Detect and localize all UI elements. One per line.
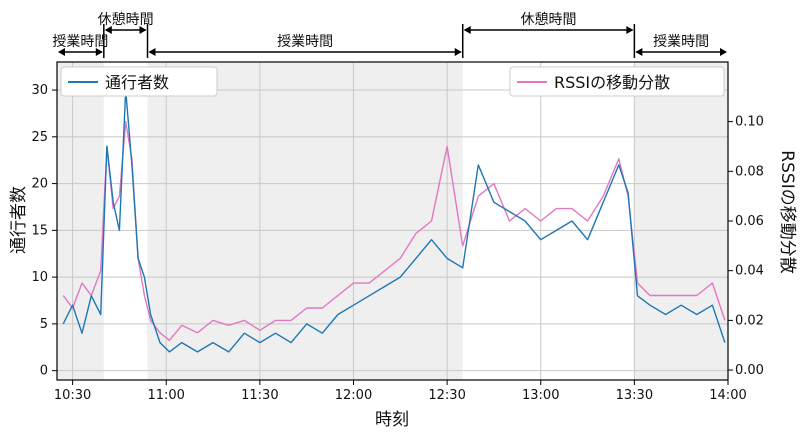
x-tick-label: 12:00 <box>335 388 372 403</box>
period-arrow-head <box>463 26 471 34</box>
period-arrow-head <box>58 48 65 56</box>
x-tick-label: 13:30 <box>616 388 653 403</box>
period-arrow-head <box>720 48 727 56</box>
legend-label-left: 通行者数 <box>105 73 169 92</box>
y-tick-label-right: 0.04 <box>735 264 764 279</box>
x-tick-label: 11:00 <box>147 388 184 403</box>
period-label: 休憩時間 <box>98 11 154 28</box>
y-tick-label-left: 30 <box>31 83 48 98</box>
series-layer <box>62 89 726 353</box>
shaded-region <box>147 62 463 380</box>
y-axis-label-left: 通行者数 <box>9 186 29 254</box>
axes: 10:30 11:00 11:30 12:00 12:30 13:00 13:30 14:00… <box>31 61 764 403</box>
legend-box-left <box>60 66 218 97</box>
y-tick-label-right: 0.08 <box>735 164 764 179</box>
period-label: 授業時間 <box>653 34 709 50</box>
y-tick-label-right: 0.02 <box>735 313 764 328</box>
x-tick-label: 10:30 <box>54 388 91 403</box>
y-tick-label-right: 0.00 <box>735 363 764 378</box>
period-arrow-head <box>148 48 156 56</box>
y-tick-label-left: 10 <box>31 270 48 285</box>
shaded-region <box>634 62 728 380</box>
x-tick-label: 13:00 <box>522 388 559 403</box>
series-line-rssi-variance <box>62 120 726 341</box>
period-label: 休憩時間 <box>521 11 577 28</box>
x-tick-label: 12:30 <box>428 388 465 403</box>
y-axis-label-right: RSSIの移動分散 <box>777 150 797 273</box>
period-arrow-head <box>104 26 112 34</box>
legend-label-right: RSSIの移動分散 <box>554 73 670 92</box>
period-arrow-head <box>139 26 147 34</box>
y-tick-label-left: 15 <box>31 223 48 238</box>
legend-box-right <box>509 66 725 97</box>
legend: 通行者数 RSSIの移動分散 <box>60 66 725 97</box>
period-arrow-head <box>635 48 643 56</box>
shaded-region <box>57 62 104 380</box>
period-arrow-head <box>95 48 103 56</box>
x-tick-label: 11:30 <box>241 388 278 403</box>
period-label: 授業時間 <box>52 34 108 50</box>
y-tick-label-left: 5 <box>40 317 48 332</box>
x-tick-label: 14:00 <box>709 388 746 403</box>
y-tick-label-left: 20 <box>31 177 48 192</box>
x-axis-label: 時刻 <box>375 410 409 430</box>
y-tick-label-right: 0.10 <box>735 115 764 130</box>
series-line-pedestrian-count <box>62 89 726 353</box>
y-tick-label-left: 25 <box>31 130 48 145</box>
plot-background <box>57 62 728 380</box>
period-arrow-head <box>454 48 462 56</box>
period-label: 授業時間 <box>277 34 333 50</box>
y-tick-label-left: 0 <box>40 364 48 379</box>
period-arrow-head <box>626 26 634 34</box>
y-tick-label-right: 0.06 <box>735 214 764 229</box>
